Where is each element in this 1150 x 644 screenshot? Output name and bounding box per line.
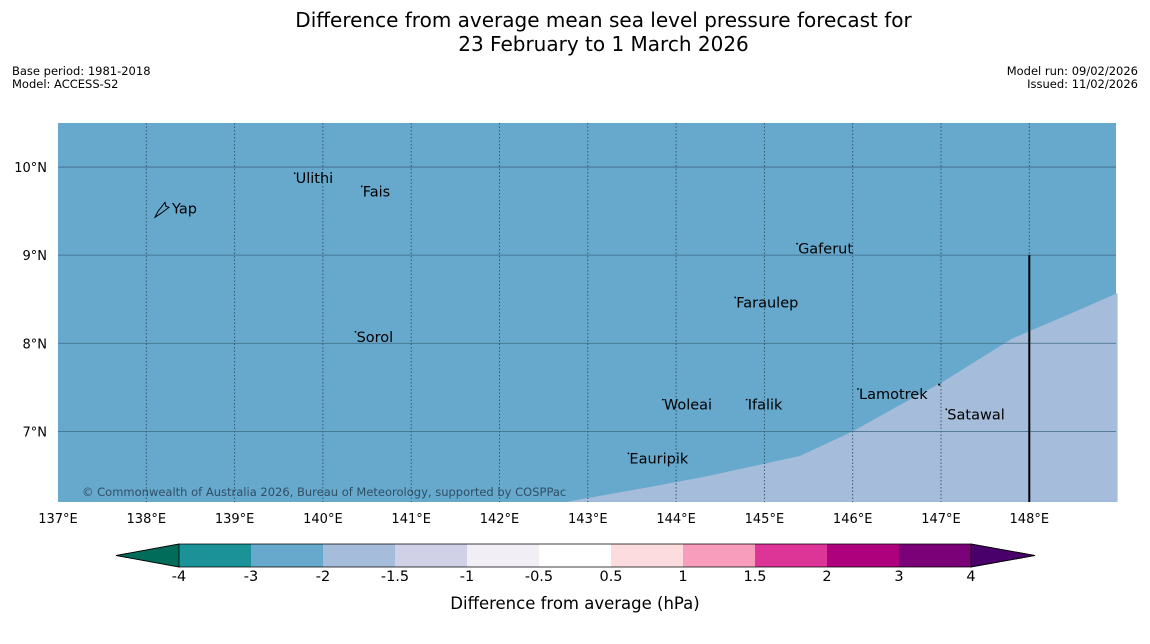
colorbar-segment (251, 544, 323, 567)
island-marker (293, 172, 296, 175)
colorbar-segment (611, 544, 683, 567)
place-label: Lamotrek (859, 387, 928, 403)
place-label: Ulithi (296, 171, 334, 187)
lon-tick-label: 137°E (38, 512, 78, 527)
title-line-2: 23 February to 1 March 2026 (458, 32, 749, 56)
meta-left: Base period: 1981-2018 Model: ACCESS-S2 (12, 65, 151, 91)
place-label: Satawal (947, 407, 1004, 423)
place-label: Ifalik (748, 398, 783, 414)
island-marker (745, 398, 748, 401)
colorbar-title: Difference from average (hPa) (450, 594, 700, 613)
colorbar-tick-label: 3 (894, 569, 904, 585)
title-line-1: Difference from average mean sea level p… (295, 8, 912, 32)
island-marker (627, 452, 630, 455)
copyright-notice: © Commonwealth of Australia 2026, Bureau… (82, 485, 566, 499)
colorbar-tick-label: 1 (678, 569, 688, 585)
colorbar-tick-label: 1.5 (743, 569, 767, 585)
colorbar-segment (179, 544, 251, 567)
colorbar-segment (539, 544, 611, 567)
island-marker (661, 398, 664, 401)
meta-right: Model run: 09/02/2026 Issued: 11/02/2026 (1007, 65, 1138, 91)
place-label: Sorol (357, 330, 394, 346)
lon-tick-label: 139°E (215, 512, 255, 527)
colorbar-tick-label: -2 (315, 569, 331, 585)
base-period: Base period: 1981-2018 (12, 64, 151, 78)
lon-tick-label: 138°E (127, 512, 167, 527)
colorbar-extend-low (115, 543, 180, 568)
model-name: Model: ACCESS-S2 (12, 77, 119, 91)
model-run: Model run: 09/02/2026 (1006, 64, 1138, 78)
lat-tick-label: 10°N (14, 161, 47, 176)
lon-tick-label: 143°E (568, 512, 608, 527)
colorbar-segment (395, 544, 467, 567)
colorbar-tick-label: 2 (822, 569, 832, 585)
place-label: Eauripik (629, 451, 688, 467)
yap-island-outline (153, 201, 171, 219)
island-dot (938, 383, 941, 386)
island-marker (354, 330, 357, 333)
anomaly-region-light (565, 293, 1118, 502)
colorbar-tick-label: 4 (966, 569, 976, 585)
island-marker (734, 296, 737, 299)
lat-tick-label: 9°N (23, 249, 48, 264)
place-label: Woleai (664, 398, 712, 414)
colorbar-tick-label: 0.5 (599, 569, 623, 585)
place-label: Gaferut (798, 242, 853, 258)
island-marker (945, 408, 948, 411)
colorbar-segment (467, 544, 539, 567)
lon-tick-label: 146°E (833, 512, 873, 527)
colorbar-tick-label: -4 (171, 569, 187, 585)
lon-tick-label: 145°E (745, 512, 785, 527)
colorbar-tick-label: -0.5 (524, 569, 554, 585)
colorbar-segment (683, 544, 755, 567)
place-label: Yap (171, 201, 197, 217)
colorbar-segment (323, 544, 395, 567)
map-title: Difference from average mean sea level p… (0, 8, 1150, 56)
colorbar-extend-high (970, 543, 1036, 568)
island-marker (796, 242, 798, 245)
lon-tick-label: 141°E (391, 512, 431, 527)
issued-date: Issued: 11/02/2026 (1027, 77, 1138, 91)
colorbar-tick-label: -1.5 (380, 569, 410, 585)
colorbar-tick-label: -3 (243, 569, 259, 585)
island-marker (857, 388, 859, 390)
lat-tick-label: 7°N (23, 425, 48, 440)
colorbar-segment (899, 544, 971, 567)
lon-tick-label: 147°E (921, 512, 961, 527)
colorbar-segment (827, 544, 899, 567)
lon-tick-label: 142°E (480, 512, 520, 527)
colorbar-segment (755, 544, 827, 567)
lat-tick-label: 8°N (23, 337, 48, 352)
colorbar-tick-label: -1 (459, 569, 475, 585)
place-label: Faraulep (736, 295, 798, 311)
place-label: Fais (363, 184, 390, 200)
lon-tick-label: 144°E (656, 512, 696, 527)
colorbar-outline (115, 543, 1036, 568)
lon-tick-label: 140°E (303, 512, 343, 527)
island-marker (360, 185, 363, 188)
lon-tick-label: 148°E (1010, 512, 1050, 527)
